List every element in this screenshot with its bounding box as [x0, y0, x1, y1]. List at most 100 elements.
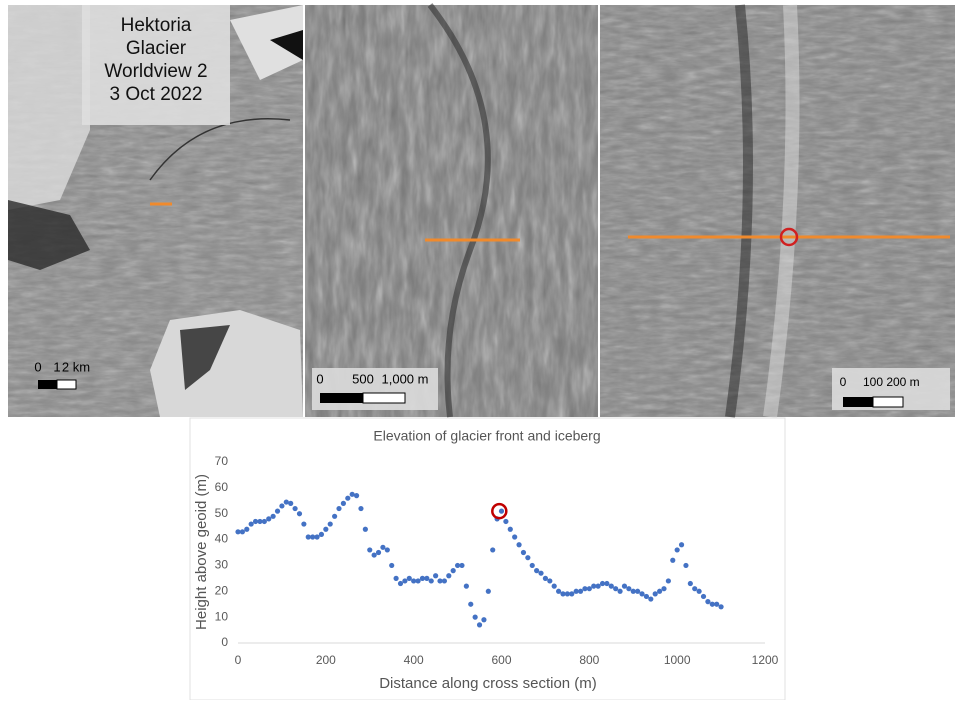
data-point [688, 581, 693, 586]
x-tick-label: 1000 [664, 653, 691, 667]
y-axis-label: Height above geoid (m) [193, 474, 210, 630]
data-point [639, 591, 644, 596]
data-point [626, 586, 631, 591]
data-point [609, 584, 614, 589]
data-point [385, 547, 390, 552]
data-point [516, 542, 521, 547]
data-point [613, 586, 618, 591]
data-point [481, 617, 486, 622]
data-point [521, 550, 526, 555]
data-point [477, 622, 482, 627]
data-point [275, 509, 280, 514]
data-point [666, 578, 671, 583]
data-point [525, 555, 530, 560]
data-point [398, 581, 403, 586]
data-point [394, 576, 399, 581]
data-point [578, 589, 583, 594]
data-point [697, 589, 702, 594]
data-point [705, 599, 710, 604]
data-point [486, 589, 491, 594]
data-point [301, 521, 306, 526]
x-tick-label: 200 [316, 653, 336, 667]
y-tick-label: 30 [215, 558, 229, 572]
image-title: Glacier [126, 38, 187, 59]
data-point [635, 589, 640, 594]
data-point [314, 534, 319, 539]
data-point [675, 547, 680, 552]
data-point [596, 584, 601, 589]
x-tick-label: 800 [579, 653, 599, 667]
x-tick-label: 400 [404, 653, 424, 667]
data-point [701, 594, 706, 599]
data-point [679, 542, 684, 547]
y-tick-label: 60 [215, 480, 229, 494]
data-point [512, 534, 517, 539]
image-title: Worldview 2 [104, 61, 207, 82]
image-title: Hektoria [121, 15, 192, 36]
data-point [451, 568, 456, 573]
data-point [389, 563, 394, 568]
chart-title: Elevation of glacier front and iceberg [373, 428, 600, 444]
data-point [499, 509, 504, 514]
scale-label: 500 [352, 371, 374, 386]
data-point [569, 591, 574, 596]
data-point [424, 576, 429, 581]
data-point [332, 514, 337, 519]
data-point [617, 589, 622, 594]
data-point [415, 578, 420, 583]
image-title: 3 Oct 2022 [110, 84, 203, 105]
data-point [622, 584, 627, 589]
data-point [372, 552, 377, 557]
data-point [407, 576, 412, 581]
data-point [262, 519, 267, 524]
data-point [473, 615, 478, 620]
data-point [718, 604, 723, 609]
y-tick-label: 20 [215, 583, 229, 597]
x-tick-label: 1200 [752, 653, 779, 667]
data-point [319, 532, 324, 537]
data-point [670, 558, 675, 563]
y-tick-label: 10 [215, 609, 229, 623]
data-point [336, 506, 341, 511]
scale-label: 1 [53, 359, 60, 374]
data-point [288, 501, 293, 506]
data-point [547, 578, 552, 583]
data-point [538, 571, 543, 576]
figure: Elevation of glacier front and iceberg D… [0, 0, 965, 700]
data-point [464, 584, 469, 589]
data-point [648, 596, 653, 601]
y-tick-label: 70 [215, 454, 229, 468]
data-point [683, 563, 688, 568]
data-point [587, 586, 592, 591]
data-point [446, 573, 451, 578]
scale-label: 0 [34, 359, 41, 374]
data-point [358, 506, 363, 511]
data-point [556, 589, 561, 594]
data-point [644, 594, 649, 599]
data-point [468, 602, 473, 607]
data-point [503, 519, 508, 524]
data-point [240, 529, 245, 534]
data-point [345, 496, 350, 501]
data-point [376, 550, 381, 555]
data-point [297, 511, 302, 516]
data-point [459, 563, 464, 568]
data-point [341, 501, 346, 506]
scale-label: 1,000 m [382, 371, 429, 386]
data-point [244, 527, 249, 532]
data-point [271, 514, 276, 519]
scale-label: 100 [863, 375, 883, 389]
scale-label: 0 [840, 375, 847, 389]
data-point [552, 584, 557, 589]
chart-area [190, 418, 785, 700]
data-point [714, 602, 719, 607]
y-tick-label: 50 [215, 506, 229, 520]
data-point [367, 547, 372, 552]
data-point [328, 521, 333, 526]
data-point [530, 563, 535, 568]
data-point [543, 576, 548, 581]
data-point [490, 547, 495, 552]
image-panel [600, 5, 955, 417]
data-point [354, 493, 359, 498]
data-point [363, 527, 368, 532]
